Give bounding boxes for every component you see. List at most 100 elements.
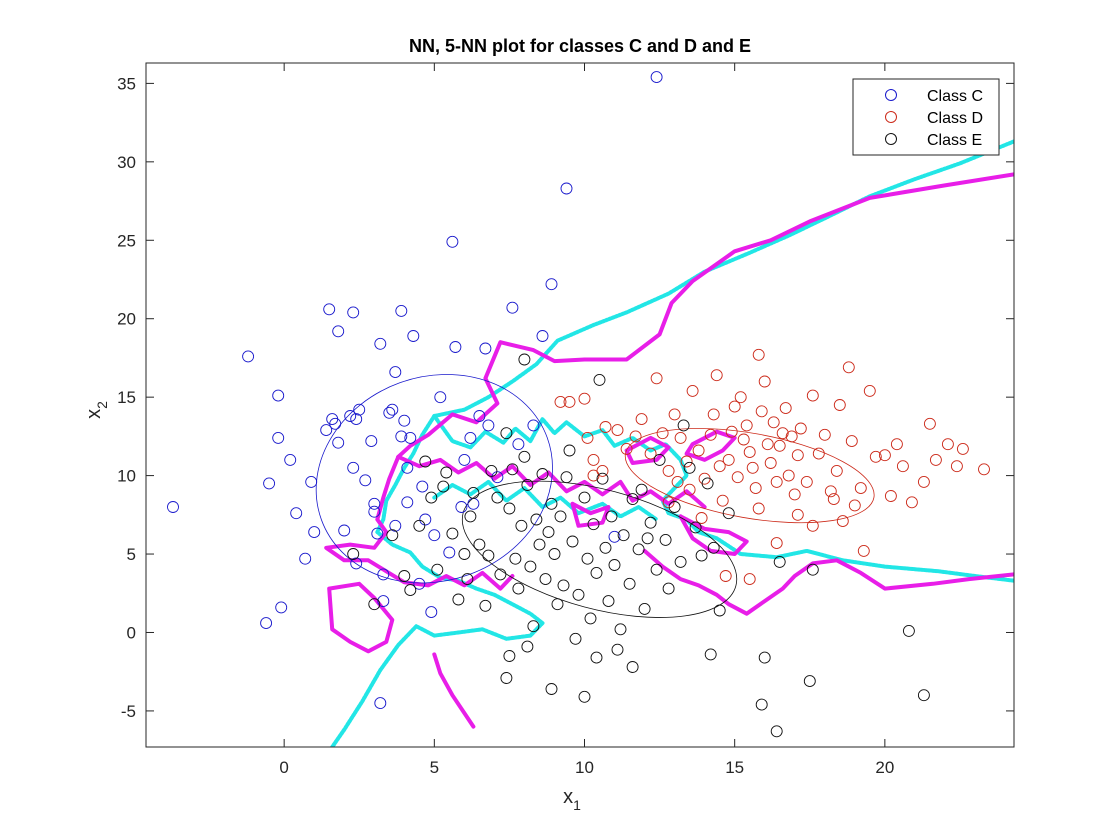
point-class-e — [584, 612, 597, 625]
point-class-d — [737, 433, 750, 446]
point-class-e — [635, 483, 648, 496]
point-class-e — [602, 595, 615, 608]
boundary-nn-segment — [432, 139, 1014, 418]
point-class-d — [620, 442, 633, 455]
point-class-e — [347, 548, 360, 560]
scatter-points — [167, 71, 990, 738]
point-class-e — [482, 549, 495, 562]
point-class-c — [401, 496, 414, 509]
point-class-e — [527, 620, 540, 633]
x-axis-label: x1 — [563, 786, 581, 813]
point-class-c — [347, 461, 360, 474]
point-class-d — [563, 395, 576, 408]
y-tick-label: 25 — [117, 231, 136, 250]
point-class-e — [650, 563, 663, 576]
point-class-c — [479, 342, 492, 355]
point-class-c — [332, 436, 345, 449]
point-class-d — [695, 512, 708, 524]
point-class-d — [722, 453, 735, 466]
point-class-c — [545, 278, 558, 291]
point-class-c — [506, 301, 519, 314]
point-class-d — [662, 496, 675, 509]
point-class-d — [788, 488, 801, 501]
point-class-e — [437, 480, 450, 493]
point-class-d — [791, 449, 804, 462]
point-class-e — [518, 353, 531, 366]
boundary-nn-segment — [432, 479, 659, 522]
legend-marker-class-e — [885, 133, 897, 145]
point-class-c — [305, 475, 318, 488]
point-class-e — [464, 510, 477, 523]
point-class-e — [707, 541, 720, 554]
point-class-e — [641, 532, 654, 545]
point-class-d — [752, 502, 765, 515]
point-class-e — [623, 577, 636, 590]
point-class-e — [452, 593, 465, 606]
point-class-d — [668, 408, 681, 421]
point-class-e — [617, 529, 630, 542]
point-class-e — [770, 725, 783, 738]
point-class-e — [509, 552, 522, 565]
point-class-e — [701, 477, 714, 490]
point-class-c — [416, 480, 429, 493]
point-class-e — [569, 632, 582, 645]
point-class-c — [332, 325, 345, 338]
legend-label-class-d: Class D — [927, 110, 983, 127]
point-class-e — [638, 602, 651, 615]
point-class-d — [650, 372, 663, 385]
point-class-c — [449, 341, 462, 353]
point-class-d — [743, 446, 756, 459]
boundary-5-nn-segment — [678, 514, 749, 556]
legend-label-class-c: Class C — [927, 88, 983, 105]
point-class-e — [695, 549, 708, 562]
point-class-e — [518, 450, 531, 463]
point-class-e — [440, 466, 453, 479]
point-class-e — [506, 463, 519, 476]
point-class-c — [368, 505, 381, 518]
point-class-e — [677, 419, 690, 432]
point-class-d — [725, 425, 738, 438]
point-class-d — [884, 490, 897, 502]
point-class-e — [581, 552, 594, 565]
ellipse-class-c — [315, 374, 553, 584]
point-class-e — [917, 689, 930, 702]
point-class-c — [167, 501, 179, 513]
point-class-d — [794, 422, 807, 435]
point-class-d — [812, 447, 825, 460]
point-class-d — [662, 464, 675, 477]
axes-frame — [145, 62, 1015, 748]
point-class-d — [806, 519, 819, 532]
point-class-c — [458, 453, 471, 466]
y-axis-label-group: x2 — [83, 401, 110, 419]
point-class-d — [692, 444, 705, 457]
class-ellipses — [315, 374, 875, 618]
chart-title: NN, 5-NN plot for classes C and D and E — [409, 36, 751, 56]
point-class-c — [353, 403, 366, 416]
legend-box — [852, 78, 1000, 156]
point-class-e — [386, 529, 399, 542]
point-class-d — [734, 391, 747, 404]
point-class-e — [530, 513, 543, 526]
point-class-c — [350, 413, 363, 426]
point-class-d — [671, 475, 684, 488]
point-class-e — [683, 461, 696, 474]
point-class-d — [755, 405, 768, 418]
boundary-nn-segment — [432, 414, 1014, 583]
point-class-e — [611, 643, 624, 656]
ellipse-class-e — [461, 480, 738, 618]
point-class-d — [644, 447, 657, 460]
legend-entry-class-c: Class C — [885, 88, 983, 105]
point-class-c — [260, 617, 273, 630]
point-class-e — [590, 566, 603, 579]
point-class-d — [710, 369, 723, 382]
point-class-c — [443, 546, 456, 559]
point-class-c — [338, 524, 351, 537]
boundary-5-nn-segment — [570, 501, 611, 528]
legend-entry-class-d: Class D — [885, 110, 983, 127]
point-class-e — [578, 491, 591, 504]
point-class-d — [713, 460, 726, 473]
point-class-e — [458, 548, 471, 560]
point-class-c — [428, 529, 441, 542]
point-class-e — [605, 510, 618, 523]
y-tick-label: 15 — [117, 388, 136, 407]
